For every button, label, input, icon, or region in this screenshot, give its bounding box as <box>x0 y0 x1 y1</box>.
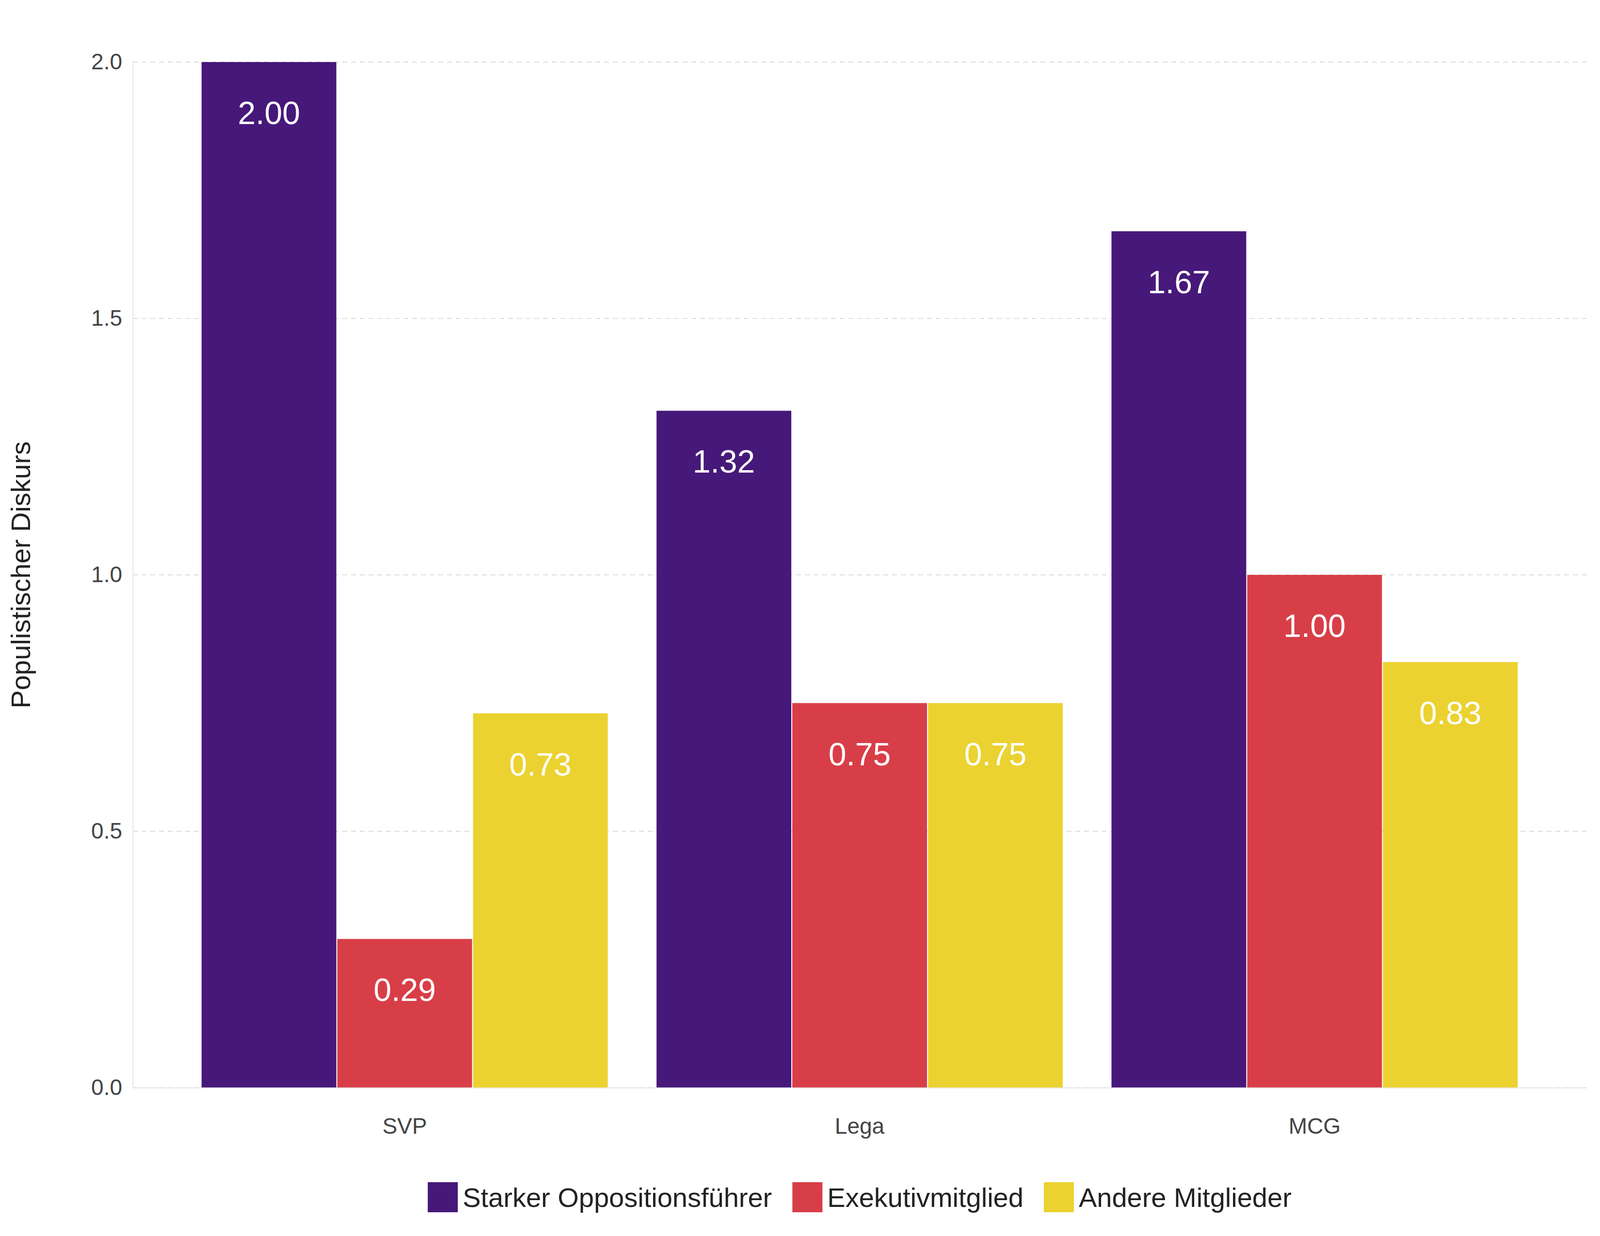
y-tick: 0.5 <box>91 818 133 844</box>
bar <box>1382 662 1518 1088</box>
x-tick-label: Lega <box>834 1113 885 1139</box>
bar <box>928 703 1063 1089</box>
legend-item: Exekutivmitglied <box>792 1182 1024 1214</box>
data-label: 2.00 <box>237 95 300 131</box>
data-label: 1.67 <box>1147 264 1210 301</box>
x-axis-line <box>133 1088 1587 1089</box>
grid-line <box>132 61 1587 63</box>
data-labels: 2.00 1.32 1.67 0.29 0.75 1.00 0.73 0.75 0.83 <box>237 95 1482 1008</box>
y-tick-label: 0.5 <box>91 818 123 844</box>
grid <box>132 62 1587 1088</box>
data-label: 1.32 <box>692 443 755 480</box>
legend-item: Starker Oppositionsführer <box>427 1182 772 1214</box>
bars <box>201 62 1518 1088</box>
data-label: 0.75 <box>964 736 1027 773</box>
chart: 2.001.321.670.290.751.000.730.750.830.00… <box>0 0 1600 1236</box>
legend-swatch <box>427 1182 458 1213</box>
legend-label: Starker Oppositionsführer <box>462 1182 772 1214</box>
grid-line <box>132 318 1587 320</box>
x-tick-label: SVP <box>382 1113 428 1139</box>
y-axis: 0.0 0.5 1.0 1.5 2.0 <box>91 48 133 1101</box>
y-tick: 0.0 <box>91 1074 133 1101</box>
bar <box>1247 575 1382 1088</box>
bar <box>1111 231 1247 1088</box>
y-tick-label: 2.0 <box>91 48 123 75</box>
y-tick-label: 1.5 <box>91 305 123 331</box>
legend-label: Andere Mitglieder <box>1078 1182 1292 1214</box>
legend-swatch <box>1043 1182 1074 1213</box>
bar <box>656 410 792 1088</box>
x-tick-label: MCG <box>1288 1113 1341 1139</box>
bar <box>337 939 473 1088</box>
y-tick-label: 1.0 <box>91 561 123 588</box>
data-label: 1.00 <box>1283 608 1346 644</box>
y-axis-title: Populistischer Diskurs <box>5 441 36 709</box>
x-tick: Lega <box>834 1088 885 1139</box>
bar <box>201 62 337 1088</box>
y-tick-label: 0.0 <box>91 1074 123 1101</box>
y-axis-line <box>132 62 134 1089</box>
data-label: 0.29 <box>373 972 436 1008</box>
legend-item: Andere Mitglieder <box>1043 1182 1292 1214</box>
x-tick: MCG <box>1288 1088 1341 1139</box>
data-label: 0.73 <box>509 746 572 783</box>
legend-label: Exekutivmitglied <box>827 1182 1024 1214</box>
bar <box>792 703 928 1089</box>
data-label: 0.83 <box>1419 695 1482 732</box>
x-axis: SVP Lega MCG <box>133 1088 1587 1139</box>
y-tick: 1.5 <box>91 305 133 331</box>
bar <box>473 713 608 1088</box>
y-tick: 1.0 <box>91 561 133 588</box>
data-label: 0.75 <box>828 736 891 773</box>
legend-swatch <box>792 1182 823 1213</box>
y-tick: 2.0 <box>91 48 133 75</box>
legend: Starker Oppositionsführer Exekutivmitglie… <box>427 1182 1292 1214</box>
plot: 2.001.321.670.290.751.000.730.750.830.00… <box>91 48 1587 1139</box>
x-tick: SVP <box>382 1088 428 1139</box>
